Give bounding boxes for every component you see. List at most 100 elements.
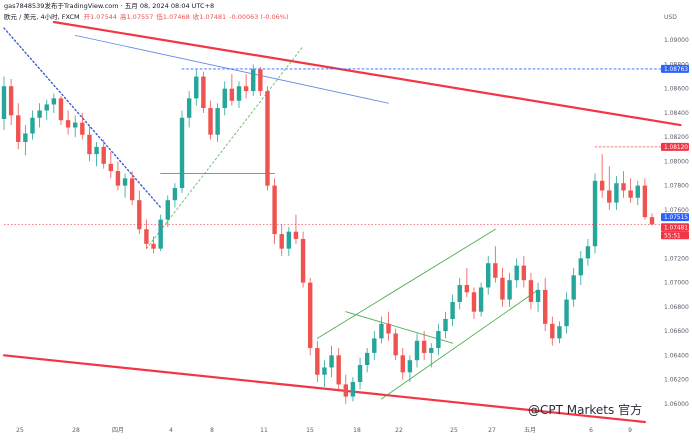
candle-body-31 <box>222 88 227 109</box>
candle-body-21 <box>151 243 156 249</box>
watermark-text: @CPT Markets 官方 <box>528 402 642 417</box>
y-tick-label-2: 1.08600 <box>664 86 689 93</box>
symbol-label[interactable]: 欧元 / 美元, 4小时, FXCM <box>4 12 80 21</box>
candle-body-34 <box>243 86 249 92</box>
y-tick-label-10: 1.07000 <box>664 280 689 287</box>
candle-body-18 <box>129 178 135 201</box>
candle-body-13 <box>94 146 99 155</box>
x-axis[interactable]: 25 28 四月 4 8 11 15 18 22 25 27 五月 6 9 <box>16 427 632 434</box>
candle-body-79 <box>564 299 569 327</box>
green-short-line[interactable] <box>345 311 454 344</box>
x-tick-label-11: 五月 <box>524 427 536 434</box>
price-tag-label-1: 1.08120 <box>664 145 688 151</box>
candle-body-51 <box>364 352 370 366</box>
y-tick-label-6: 1.07800 <box>664 183 689 190</box>
candle-body-71 <box>507 280 512 300</box>
candle-body-82 <box>585 246 591 259</box>
candle-body-24 <box>172 188 178 201</box>
candle-body-3 <box>23 133 28 142</box>
dotted-downtrend[interactable] <box>3 27 162 209</box>
candle-body-42 <box>300 238 306 283</box>
candle-body-26 <box>186 98 192 118</box>
candle-body-55 <box>393 333 398 356</box>
candle-body-80 <box>571 275 576 300</box>
candle-body-54 <box>386 323 391 334</box>
candle-body-52 <box>372 338 377 353</box>
price-tag-label-4: 55:51 <box>664 233 681 239</box>
candle-body-8 <box>58 98 64 121</box>
y-tick-label-11: 1.06800 <box>664 304 689 311</box>
candle-body-46 <box>329 355 334 368</box>
y-tick-label-9: 1.07200 <box>664 255 689 262</box>
candle-body-75 <box>535 289 541 302</box>
candle-body-12 <box>87 134 92 155</box>
y-tick-label-15: 1.06000 <box>664 401 689 408</box>
y-tick-label-7: 1.07600 <box>664 207 689 214</box>
price-tag-4[interactable]: 55:51 <box>661 231 689 240</box>
candle-body-69 <box>493 263 498 278</box>
x-tick-label-0: 25 <box>16 427 24 434</box>
candle-body-43 <box>307 282 313 349</box>
candle-body-78 <box>557 326 562 339</box>
candle-body-64 <box>457 285 462 302</box>
candle-body-90 <box>642 185 648 218</box>
x-tick-label-10: 27 <box>488 427 496 434</box>
candle-body-36 <box>258 69 263 92</box>
upper-channel-line[interactable] <box>52 20 682 127</box>
candle-body-29 <box>208 108 213 135</box>
candle-body-25 <box>179 117 185 189</box>
candle-body-9 <box>65 120 71 128</box>
green-channel-upper[interactable] <box>316 228 496 339</box>
price-levels: 1.08763 1.08120 1.07515 1.07481 55:51 <box>4 64 689 240</box>
candle-body-11 <box>80 122 85 135</box>
candle-body-89 <box>635 185 640 198</box>
candle-body-62 <box>443 318 448 332</box>
candle-body-76 <box>542 289 548 324</box>
candle-body-47 <box>336 355 341 385</box>
candle-body-77 <box>550 323 555 339</box>
y-tick-label-12: 1.06600 <box>664 328 689 335</box>
publisher-text: gas7848539发布于TradingView.com · 五月 08, 20… <box>4 1 214 10</box>
candle-body-27 <box>194 76 199 99</box>
candle-body-63 <box>450 302 455 319</box>
price-tag-bg-3 <box>661 223 689 232</box>
y-tick-label-14: 1.06200 <box>664 377 689 384</box>
x-tick-label-2: 四月 <box>112 427 124 434</box>
candle-body-65 <box>464 285 470 293</box>
candle-body-20 <box>144 229 149 244</box>
x-tick-label-6: 15 <box>306 427 314 434</box>
price-tag-bg-4 <box>661 231 689 240</box>
candle-body-38 <box>272 185 277 235</box>
price-tag-2[interactable]: 1.07515 <box>661 213 689 222</box>
candle-body-17 <box>122 178 128 186</box>
candle-body-39 <box>279 234 284 249</box>
candle-body-32 <box>229 88 235 101</box>
drawings-layer[interactable] <box>2 20 682 424</box>
candles-layer <box>1 64 655 404</box>
candle-body-4 <box>30 117 35 134</box>
price-tag-bg-0 <box>661 64 689 73</box>
price-tag-3[interactable]: 1.07481 <box>661 223 689 232</box>
candle-body-88 <box>628 190 633 198</box>
candle-body-15 <box>108 163 114 172</box>
candle-body-10 <box>73 122 78 128</box>
dotted-green-uptrend[interactable] <box>145 45 304 250</box>
x-tick-label-8: 22 <box>395 427 403 434</box>
candle-body-59 <box>421 340 427 353</box>
candle-body-2 <box>16 115 21 142</box>
candle-body-60 <box>429 348 434 353</box>
price-tag-label-0: 1.08763 <box>664 67 688 73</box>
y-tick-label-3: 1.08400 <box>664 110 689 117</box>
candle-body-49 <box>350 382 356 397</box>
price-tag-0[interactable]: 1.08763 <box>661 64 689 73</box>
y-tick-label-4: 1.08200 <box>664 134 689 141</box>
ohlc-readout: 欧元 / 美元, 4小时, FXCM 开1.07544 高1.07557 低1.074… <box>4 12 289 21</box>
candle-body-40 <box>286 231 292 249</box>
candle-body-53 <box>379 323 384 339</box>
lower-channel-line[interactable] <box>2 354 646 424</box>
candle-body-66 <box>471 292 477 312</box>
candle-body-7 <box>51 98 57 105</box>
price-tag-1[interactable]: 1.08120 <box>661 142 689 151</box>
green-channel-lower[interactable] <box>380 289 539 400</box>
